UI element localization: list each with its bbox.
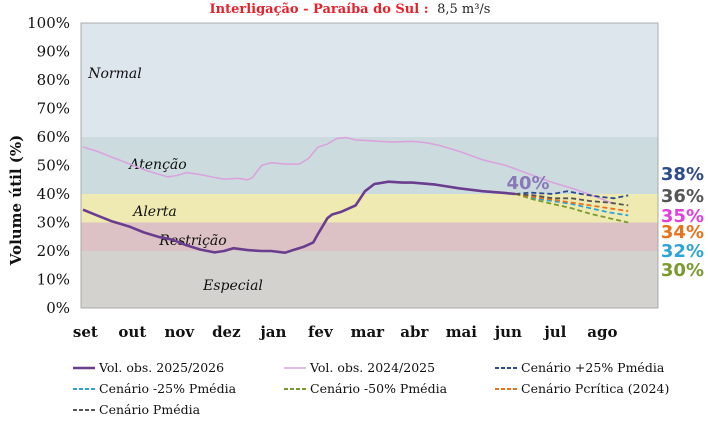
- band-normal: [81, 23, 658, 137]
- legend: Vol. obs. 2025/2026 Vol. obs. 2024/2025 Ce…: [73, 360, 669, 417]
- x-tick-label-dez: dez: [212, 323, 241, 341]
- y-tick-label-20: 20%: [37, 242, 70, 260]
- x-tick-label-jan: jan: [258, 323, 286, 341]
- x-tick-label-mar: mar: [351, 323, 386, 341]
- zone-label-atencao: Atenção: [127, 157, 186, 173]
- legend-label: Vol. obs. 2024/2025: [309, 360, 435, 375]
- legend-item-vol-obs-2025-2026: Vol. obs. 2025/2026: [73, 360, 224, 375]
- legend-item-cenario-25-pmedia: Cenário +25% Pmédia: [495, 360, 665, 375]
- chart-title: Interligação - Paraíba do Sul : 8,5 m³/s: [210, 2, 491, 17]
- y-tick-label-100: 100%: [27, 14, 70, 32]
- y-tick-label-60: 60%: [37, 128, 70, 146]
- legend-item-cenario-pcritica-2024: Cenário Pcrítica (2024): [495, 381, 669, 396]
- y-tick-label-10: 10%: [37, 271, 70, 289]
- band-especial: [81, 251, 658, 308]
- end-label-35pct: 35%: [661, 206, 704, 227]
- chart-title-value: 8,5 m³/s: [437, 2, 490, 17]
- legend-label: Cenário Pmédia: [99, 402, 201, 417]
- x-axis-ticks: set out nov dez jan fev mar abr mai jun jul ago: [73, 323, 618, 341]
- x-tick-label-out: out: [118, 323, 146, 341]
- legend-item-cenario-50-pmedia: Cenário -50% Pmédia: [284, 381, 448, 396]
- end-label-30pct: 30%: [661, 260, 704, 281]
- legend-label: Cenário Pcrítica (2024): [521, 381, 669, 396]
- y-axis-ticks: 0% 10% 20% 30% 40% 50% 60% 70% 80% 90% 100%: [27, 14, 70, 317]
- current-volume-label: 40%: [506, 173, 549, 194]
- legend-item-cenario-pmedia: Cenário Pmédia: [73, 402, 201, 417]
- chart-title-text: Interligação - Paraíba do Sul :: [210, 2, 429, 17]
- series-line-cenario-25-pmedia: [515, 193, 629, 217]
- legend-item-vol-obs-2024-2025: Vol. obs. 2024/2025: [284, 360, 435, 375]
- series-line-cenario-50-pmedia: [515, 193, 629, 224]
- legend-label: Cenário -50% Pmédia: [310, 381, 448, 396]
- series-line-vol-obs-2024-2025: [82, 136, 615, 205]
- y-tick-label-80: 80%: [37, 71, 70, 89]
- y-tick-label-50: 50%: [37, 157, 70, 175]
- end-label-36pct: 36%: [661, 186, 704, 207]
- x-tick-label-nov: nov: [165, 323, 196, 341]
- end-label-34pct: 34%: [661, 222, 704, 243]
- band-restricao: [81, 222, 658, 251]
- x-tick-label-abr: abr: [400, 323, 429, 341]
- plot-border: [80, 22, 659, 309]
- x-tick-label-fev: fev: [308, 323, 334, 341]
- series-line-vol-obs-2025-2026: [82, 180, 516, 254]
- zone-label-restricao: Restrição: [158, 233, 226, 249]
- band-alerta: [81, 194, 658, 223]
- legend-label: Cenário -25% Pmédia: [99, 381, 237, 396]
- y-tick-label-70: 70%: [37, 100, 70, 118]
- series-line-cenario-pmedia: [515, 193, 629, 207]
- x-tick-label-ago: ago: [587, 323, 617, 341]
- y-tick-label-90: 90%: [37, 43, 70, 61]
- end-label-38pct: 38%: [661, 164, 704, 185]
- zone-label-especial: Especial: [202, 278, 263, 294]
- zone-label-alerta: Alerta: [131, 204, 177, 220]
- zone-label-normal: Normal: [87, 66, 141, 82]
- x-tick-label-jul: jul: [542, 323, 566, 341]
- legend-item-cenario-25-pmedia: Cenário -25% Pmédia: [73, 381, 237, 396]
- legend-label: Cenário +25% Pmédia: [521, 360, 665, 375]
- series-lines: [82, 136, 629, 254]
- y-tick-label-0: 0%: [46, 299, 70, 317]
- legend-label: Vol. obs. 2025/2026: [98, 360, 224, 375]
- scenario-end-labels: 38%36%35%34%32%30%: [661, 164, 704, 281]
- x-tick-label-mai: mai: [446, 323, 478, 341]
- volume-zone-bands: [81, 23, 658, 308]
- end-label-32pct: 32%: [661, 241, 704, 262]
- x-tick-label-set: set: [73, 323, 98, 341]
- series-line-cenario-pcritica-2024: [515, 193, 629, 212]
- y-tick-label-40: 40%: [37, 185, 70, 203]
- x-tick-label-jun: jun: [493, 323, 522, 341]
- y-tick-label-30: 30%: [37, 214, 70, 232]
- y-axis-label: Volume útil (%): [7, 135, 25, 266]
- series-line-cenario-25-pmedia: [515, 190, 629, 200]
